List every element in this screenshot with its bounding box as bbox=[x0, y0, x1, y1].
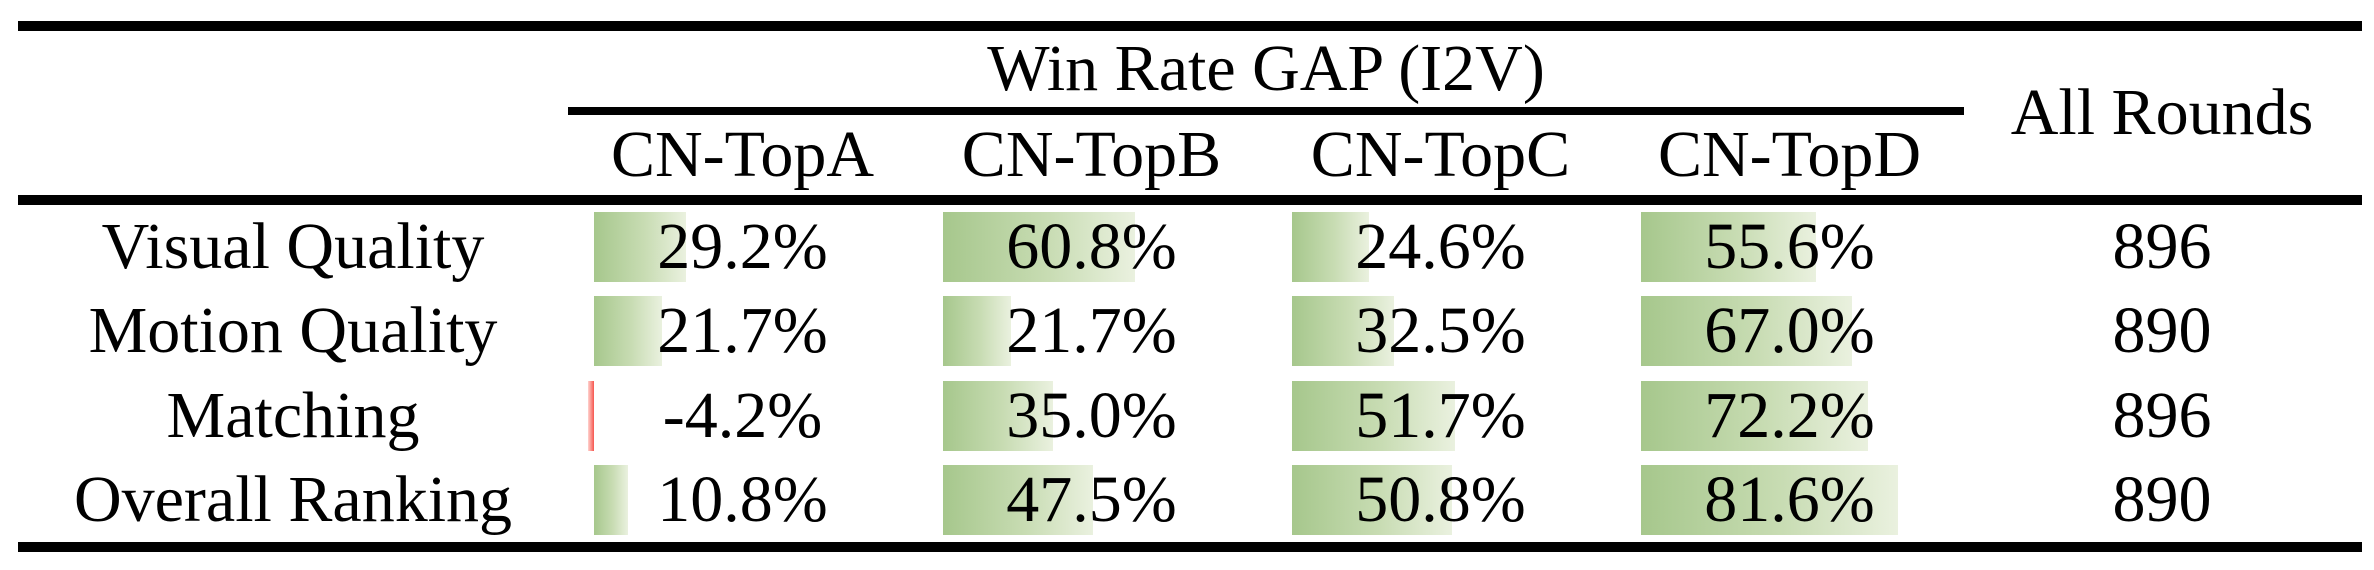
data-cell: 24.6% bbox=[1266, 205, 1615, 289]
data-bar bbox=[1641, 212, 1816, 282]
all-rounds-value: 890 bbox=[2112, 294, 2212, 367]
cell-value: 50.8% bbox=[1355, 463, 1526, 536]
row-label: Matching bbox=[166, 379, 420, 452]
data-bar bbox=[1292, 381, 1455, 451]
data-cell: 60.8% bbox=[917, 205, 1266, 289]
top-rule bbox=[18, 21, 2362, 31]
data-cell: 29.2% bbox=[568, 205, 917, 289]
data-bar bbox=[943, 465, 1093, 535]
cell-value: 29.2% bbox=[657, 210, 828, 283]
data-bar bbox=[1641, 296, 1852, 366]
data-cell: 35.0% bbox=[917, 374, 1266, 458]
data-bar bbox=[943, 381, 1053, 451]
cell-value: 21.7% bbox=[657, 294, 828, 367]
column-header-cn-topd: CN-TopD bbox=[1657, 118, 1922, 191]
cell-value: 10.8% bbox=[657, 463, 828, 536]
column-header-cn-topb: CN-TopB bbox=[961, 118, 1222, 191]
data-bar bbox=[1641, 465, 1898, 535]
cell-value: 21.7% bbox=[1006, 294, 1177, 367]
data-bar bbox=[1292, 212, 1369, 282]
group-header: Win Rate GAP (I2V) bbox=[987, 32, 1545, 105]
column-header-cn-topc: CN-TopC bbox=[1310, 118, 1571, 191]
row-label: Visual Quality bbox=[101, 210, 485, 283]
data-cell: -4.2% bbox=[568, 374, 917, 458]
cell-value: 67.0% bbox=[1704, 294, 1875, 367]
column-header-cn-topa: CN-TopA bbox=[610, 118, 875, 191]
all-rounds-header: All Rounds bbox=[2010, 76, 2314, 149]
all-rounds-value: 890 bbox=[2112, 463, 2212, 536]
row-label: Motion Quality bbox=[88, 294, 498, 367]
cell-value: 72.2% bbox=[1704, 379, 1875, 452]
data-bar bbox=[594, 465, 628, 535]
data-cell: 72.2% bbox=[1615, 374, 1964, 458]
table-row: Matching -4.2% 35.0% 51.7% 72.2% 896 bbox=[0, 374, 2374, 458]
data-bar bbox=[943, 212, 1135, 282]
table-row: Visual Quality 29.2% 60.8% 24.6% 55.6% 896 bbox=[0, 205, 2374, 289]
cell-value: 47.5% bbox=[1006, 463, 1177, 536]
data-bar bbox=[594, 212, 686, 282]
cell-value: 24.6% bbox=[1355, 210, 1526, 283]
data-bar bbox=[1641, 381, 1868, 451]
data-cell: 21.7% bbox=[917, 289, 1266, 373]
all-rounds-value: 896 bbox=[2112, 379, 2212, 452]
row-label: Overall Ranking bbox=[73, 463, 513, 536]
data-bar bbox=[943, 296, 1011, 366]
data-cell: 10.8% bbox=[568, 458, 917, 542]
header-separator-rule bbox=[18, 195, 2362, 205]
cell-value: 81.6% bbox=[1704, 463, 1875, 536]
data-bar bbox=[1292, 296, 1394, 366]
cell-value: 51.7% bbox=[1355, 379, 1526, 452]
data-bar bbox=[594, 296, 662, 366]
data-cell: 55.6% bbox=[1615, 205, 1964, 289]
data-cell: 47.5% bbox=[917, 458, 1266, 542]
all-rounds-value: 896 bbox=[2112, 210, 2212, 283]
table-row: Overall Ranking 10.8% 47.5% 50.8% 81.6% 890 bbox=[0, 458, 2374, 542]
group-header-underline-rule bbox=[568, 107, 1964, 115]
data-cell: 81.6% bbox=[1615, 458, 1964, 542]
data-bar bbox=[1292, 465, 1452, 535]
data-cell: 32.5% bbox=[1266, 289, 1615, 373]
bottom-rule bbox=[18, 542, 2362, 552]
cell-value: 32.5% bbox=[1355, 294, 1526, 367]
data-cell: 50.8% bbox=[1266, 458, 1615, 542]
cell-value: 35.0% bbox=[1006, 379, 1177, 452]
cell-value: 60.8% bbox=[1006, 210, 1177, 283]
negative-data-bar bbox=[588, 381, 594, 451]
cell-value: 55.6% bbox=[1704, 210, 1875, 283]
cell-value: -4.2% bbox=[662, 379, 823, 452]
data-cell: 67.0% bbox=[1615, 289, 1964, 373]
table-row: Motion Quality 21.7% 21.7% 32.5% 67.0% 890 bbox=[0, 289, 2374, 373]
data-cell: 21.7% bbox=[568, 289, 917, 373]
data-cell: 51.7% bbox=[1266, 374, 1615, 458]
